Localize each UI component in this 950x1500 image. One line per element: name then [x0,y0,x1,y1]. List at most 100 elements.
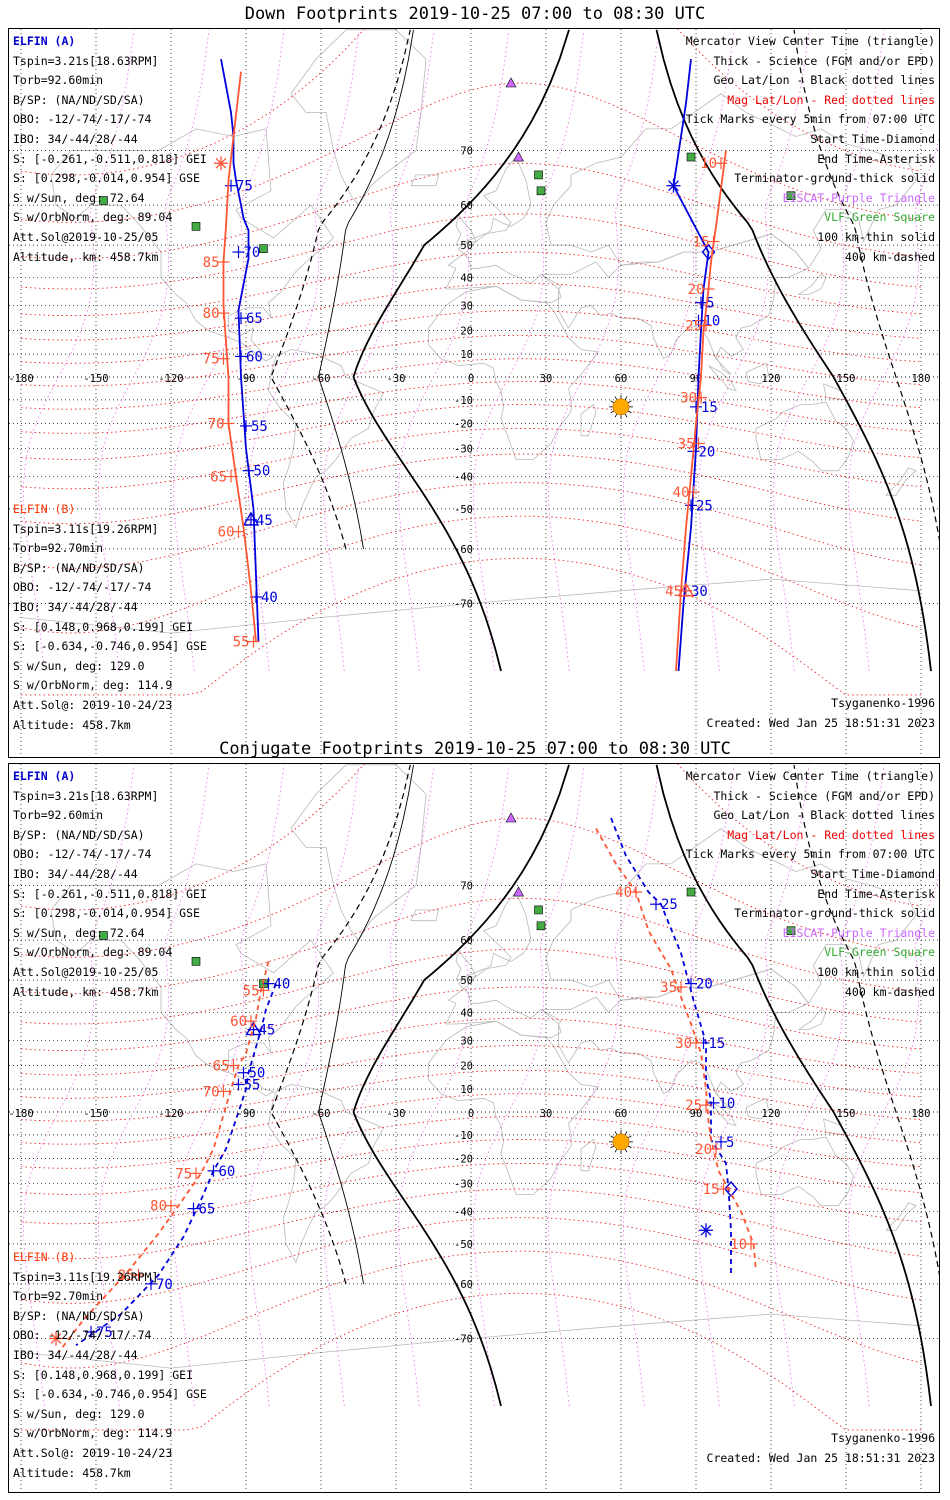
lat-tick-label: 70 [460,146,473,158]
lon-tick-label: 120 [762,373,781,385]
elfin-a-tick-label: 25 [696,498,713,514]
created-timestamp: Created: Wed Jan 25 18:51:31 2023 [706,1451,935,1465]
legend-item: VLF-Green Square [824,945,935,960]
lat-tick-label: -50 [454,504,473,516]
elfin-a-tick-label: 65 [246,311,263,327]
elfin-a-tick-label: 40 [274,977,291,993]
elfin-a-info: ELFIN (A) Tspin=3.21s[18.63RPM] Torb=92.… [13,32,207,267]
elfin-b-line: Tspin=3.11s[19.26RPM] [13,1269,159,1284]
elfin-a-tick-label: 10 [719,1096,736,1112]
sun-ray [624,396,628,401]
elfin-a-line: Tspin=3.21s[18.63RPM] [13,53,159,68]
lat-tick-label: 10 [460,1084,473,1096]
lon-tick-label: -60 [312,1108,331,1120]
lon-tick-label: -150 [83,1108,108,1120]
vlf-station-square [191,957,201,966]
vlf-station-square [191,222,201,231]
lon-tick-label: 30 [540,1108,553,1120]
mag-parallel [20,1017,922,1076]
lat-tick-label: -60 [454,544,473,556]
sun-icon [609,394,633,419]
legend-item: Start Time-Diamond [810,131,935,146]
legend-item: Start Time-Diamond [810,866,935,881]
elfin-b-line: Altitude: 458.7km [13,1465,131,1480]
lat-tick-label: -60 [454,1279,473,1291]
lat-tick-label: -70 [454,598,473,610]
lat-tick-label: -70 [454,1333,473,1345]
elfin-a-track [75,983,277,1347]
lat-tick-label: 40 [460,1007,473,1019]
elfin-a-line: B/SP: (NA/ND/SD/SA) [13,827,145,842]
elfin-b-tick-label: 55 [233,635,250,651]
model-label: Tsyganenko-1996 [831,696,935,710]
elfin-b-line: B/SP: (NA/ND/SD/SA) [13,560,145,575]
sun-ray [627,1135,632,1139]
legend-item: VLF-Green Square [824,210,935,225]
terminator-400km-east [793,764,939,1276]
elfin-a-tick-label: 70 [244,245,261,261]
elfin-b-line: OBO: -12/-74/-17/-74 [13,1328,152,1343]
sun-ray [624,1148,628,1153]
elfin-b-line: IBO: 34/-44/28/-44 [13,599,138,614]
elfin-b-title: ELFIN (B) [13,502,76,516]
coastline-path [455,212,477,246]
elfin-a-line: S w/OrbNorm, deg: 89.04 [13,945,173,960]
lon-tick-label: -90 [237,1108,256,1120]
elfin-a-tick-label: 25 [661,897,678,913]
coastline-path [410,909,440,922]
elfin-a-end-asterisk [668,180,679,192]
elfin-b-line: S w/Sun, deg: 129.0 [13,1406,145,1421]
elfin-a-line: Torb=92.60min [13,808,104,823]
lon-tick-label: 90 [690,1108,703,1120]
sun-ray [624,413,628,418]
mag-meridian [173,29,285,672]
elfin-a-tick-label: 50 [254,464,271,480]
elfin-b-title: ELFIN (B) [13,1250,76,1264]
elfin-a-line: Att.Sol@2019-10-25/05 [13,964,159,979]
legend-item: Mercator View Center Time (triangle) [685,769,935,783]
geo-grid [9,764,939,1492]
coastline-path [268,1084,385,1264]
elfin-a-center-triangle [245,1021,262,1036]
elfin-a-title: ELFIN (A) [13,769,76,783]
mag-parallel [21,557,921,696]
elfin-b-tick-label: 10 [700,156,717,172]
elfin-b-line: B/SP: (NA/ND/SD/SA) [13,1308,145,1323]
terminator-ground-west [352,764,570,1407]
legend-item: Thick - Science (FGM and/or EPD) [713,53,935,68]
coastline-path [455,947,477,981]
sun-disc [612,1133,630,1151]
elfin-a-tick-label: 5 [726,1135,734,1151]
sun-ray [614,1131,618,1136]
elfin-a-line: IBO: 34/-44/28/-44 [13,131,138,146]
vlf-station-square [534,170,543,180]
down-footprints-panel: -180 -150 -120 -90 -60 -30 0 30 60 90 120 150 180 70 6… [8,28,940,758]
lat-tick-label: -50 [454,1239,473,1251]
elfin-b-end-asterisk [215,157,227,169]
elfin-b-line: S w/Sun, deg: 129.0 [13,658,145,673]
lon-tick-label: 60 [615,1108,628,1120]
mag-grid [20,764,922,1431]
mag-meridian [248,764,360,1407]
elfin-b-tick-label: 35 [660,980,677,996]
mag-parallel [20,427,922,490]
mag-parallel [20,404,922,460]
elfin-b-tick-label: 30 [675,1036,692,1052]
lat-tick-label: 20 [460,1060,473,1072]
lat-tick-label: -40 [454,1207,473,1219]
coastline-path [290,29,427,206]
sun-ray [610,400,615,404]
coastline-path [580,1138,597,1172]
elfin-b-tick-label: 75 [175,1166,192,1182]
coastline-path [708,1100,737,1127]
elfin-b-line: Tspin=3.11s[19.26RPM] [13,521,159,536]
elfin-b-line: IBO: 34/-44/28/-44 [13,1347,138,1362]
elfin-b-tick-label: 70 [203,1084,220,1100]
mag-parallel [20,251,922,317]
elfin-b-tick-label: 65 [210,470,227,486]
elfin-a-tick-label: 75 [236,179,253,195]
coastline-path [50,128,335,362]
elfin-b-tick-label: 70 [208,417,225,433]
elfin-b-tick-label: 35 [678,436,695,452]
